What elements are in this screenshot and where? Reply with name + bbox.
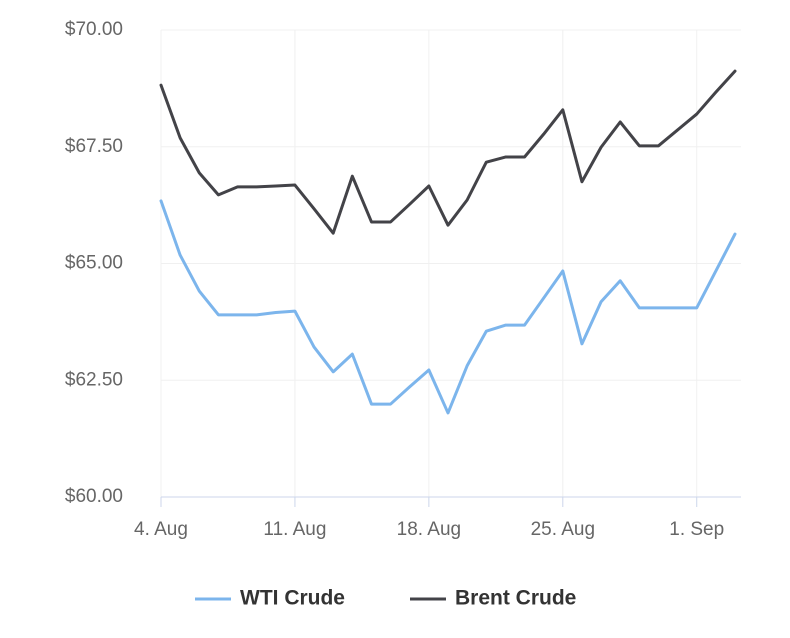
legend-label[interactable]: Brent Crude [455,587,576,610]
x-tick-label: 1. Sep [669,519,724,540]
x-tick-label: 4. Aug [134,519,188,540]
legend-label[interactable]: WTI Crude [240,587,345,610]
y-tick-label: $70.00 [65,19,123,40]
y-tick-label: $62.50 [65,369,123,390]
x-tick-label: 11. Aug [263,519,326,540]
y-tick-label: $65.00 [65,253,123,274]
x-tick-label: 25. Aug [531,519,595,540]
line-series [159,69,737,235]
line-series [159,199,737,415]
x-tick-label: 18. Aug [397,519,461,540]
y-tick-label: $67.50 [65,136,123,157]
y-tick-label: $60.00 [65,486,123,507]
